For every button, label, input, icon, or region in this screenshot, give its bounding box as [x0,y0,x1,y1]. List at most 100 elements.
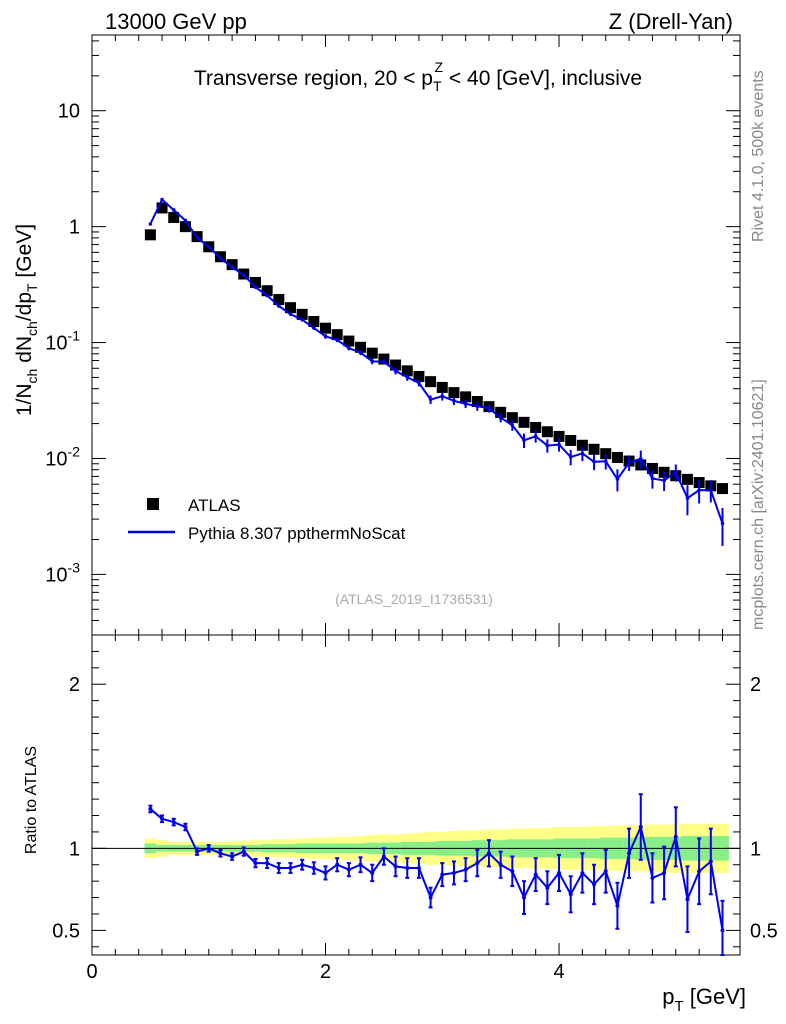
atlas-point [401,365,413,377]
pythia-point [347,346,351,350]
pythia-ratio-point [381,854,386,859]
pythia-point [568,455,573,459]
pythia-ratio-point [206,846,211,851]
pythia-ratio-point [370,870,375,875]
pythia-ratio-point [475,861,480,866]
pythia-ratio-point [393,864,398,869]
pythia-ratio-line [149,808,724,931]
pythia-ratio-point [615,903,620,908]
pythia-point [428,397,433,402]
mcplots-label: mcplots.cern.ch [arXiv:2401.10621] [750,379,767,630]
atlas-point [436,381,448,393]
pythia-point [370,359,375,364]
pythia-ratio-point [451,870,456,875]
atlas-point [506,412,518,424]
pythia-point [592,460,596,464]
atlas-point [296,308,308,320]
pythia-point [452,398,456,403]
pythia-point [440,394,445,399]
pythia-point [265,293,269,298]
pythia-point [195,235,199,240]
pythia-ratio-point [253,861,258,866]
pythia-ratio-point [557,870,562,875]
ratio-tick-label-right: 0.5 [750,920,778,942]
legend-atlas-label: ATLAS [188,496,241,515]
pythia-point [545,443,550,448]
pythia-ratio-point [522,895,526,900]
atlas-point [518,416,530,428]
pythia-ratio-point [510,869,515,874]
atlas-point [530,422,542,434]
pythia-ratio-point [568,892,573,897]
pythia-point [638,456,643,461]
atlas-point [390,359,402,371]
pythia-point [662,478,666,483]
pythia-ratio-point [440,872,445,877]
pythia-ratio-point [218,851,223,856]
pythia-point [650,476,655,481]
atlas-point [611,451,623,463]
y-tick-label: 10-2 [45,443,80,470]
atlas-point [331,329,343,341]
pythia-point [171,208,176,212]
pythia-point [148,222,153,226]
atlas-point [355,341,367,353]
pythia-ratio-point [195,849,200,854]
pythia-point [183,218,188,223]
pythia-point [580,451,585,456]
pythia-ratio-point [428,895,433,900]
atlas-point [261,285,273,297]
pythia-point [417,381,421,385]
pythia-ratio-point [545,885,550,890]
pythia-ratio-point [662,870,667,875]
pythia-ratio-point [276,866,281,871]
pythia-point [685,496,690,500]
ratio-tick-label: 1 [69,838,80,860]
rivet-label: Rivet 4.1.0, 500k events [750,70,767,242]
pythia-ratio-point [638,825,643,829]
y-axis-label: 1/Nch dNch/dpT [GeV] [13,224,40,416]
pythia-ratio-point [627,851,632,856]
pythia-point [206,244,211,249]
pythia-point [393,369,398,373]
atlas-point [366,347,378,359]
y-tick-label: 10-1 [45,328,80,355]
atlas-point [565,434,577,446]
pythia-point [557,442,561,447]
pythia-point [160,197,164,202]
pythia-line [149,197,724,524]
header-process: Z (Drell-Yan) [609,9,733,34]
atlas-point [249,276,261,288]
pythia-ratio-point [288,866,293,871]
atlas-point [425,376,437,388]
data-layer [144,197,728,956]
atlas-point [716,483,728,495]
y-tick-label: 1 [69,217,80,239]
y-tick-label: 10-3 [45,559,80,586]
analysis-id: (ATLAS_2019_I1736531) [335,591,493,607]
atlas-point [600,448,612,460]
pythia-point [615,477,620,481]
pythia-ratio-point [708,859,713,864]
pythia-ratio-point [183,825,188,829]
pythia-ratio-point [358,862,363,867]
pythia-point [673,470,678,475]
pythia-point [603,459,608,464]
pythia-ratio-point [148,806,153,811]
atlas-point [156,202,168,214]
ratio-panel-frame [91,634,741,956]
pythia-ratio-point [697,869,702,874]
pythia-point [300,317,304,322]
x-tick-label: 4 [553,961,564,983]
pythia-point [522,438,526,443]
main-panel-frame [91,34,741,636]
atlas-point [144,229,156,241]
pythia-point [475,404,480,409]
pythia-point [358,350,363,355]
pythia-point [627,460,631,465]
pythia-ratio-point [592,882,597,887]
pythia-point [335,338,339,342]
pythia-point [720,521,725,526]
atlas-point [576,439,588,451]
pythia-ratio-point [160,816,165,821]
